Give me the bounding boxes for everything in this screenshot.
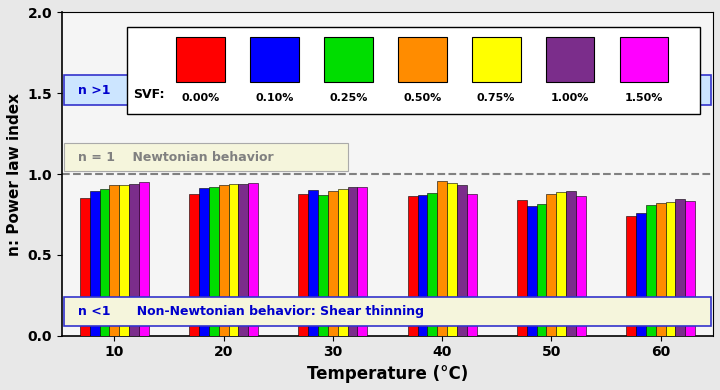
- Bar: [299, 194, 308, 336]
- Bar: [675, 199, 685, 336]
- Bar: [338, 190, 348, 336]
- X-axis label: Temperature (°C): Temperature (°C): [307, 365, 468, 383]
- Bar: [576, 196, 586, 336]
- Bar: [536, 204, 546, 336]
- Bar: [80, 198, 90, 336]
- Bar: [517, 200, 527, 336]
- Bar: [557, 192, 566, 336]
- Text: 0.10%: 0.10%: [255, 93, 294, 103]
- Bar: [248, 183, 258, 336]
- Bar: [428, 193, 437, 336]
- Bar: [139, 182, 149, 336]
- FancyBboxPatch shape: [127, 27, 700, 114]
- Bar: [129, 184, 139, 336]
- FancyBboxPatch shape: [324, 37, 373, 82]
- Bar: [219, 185, 228, 336]
- Text: 0.25%: 0.25%: [329, 93, 367, 103]
- Bar: [437, 181, 447, 336]
- Bar: [209, 187, 219, 336]
- Bar: [527, 206, 536, 336]
- Y-axis label: n: Power law index: n: Power law index: [7, 92, 22, 255]
- Bar: [308, 190, 318, 336]
- Bar: [189, 193, 199, 336]
- Bar: [418, 195, 428, 336]
- Text: n = 1    Newtonian behavior: n = 1 Newtonian behavior: [78, 151, 274, 164]
- Bar: [566, 191, 576, 336]
- FancyBboxPatch shape: [250, 37, 299, 82]
- FancyBboxPatch shape: [472, 37, 521, 82]
- FancyBboxPatch shape: [64, 144, 348, 171]
- Text: SVF:: SVF:: [134, 89, 165, 101]
- FancyBboxPatch shape: [397, 37, 446, 82]
- FancyBboxPatch shape: [620, 37, 668, 82]
- Bar: [99, 189, 109, 336]
- Text: 1.00%: 1.00%: [551, 93, 589, 103]
- Bar: [546, 193, 557, 336]
- Bar: [665, 202, 675, 336]
- Bar: [626, 216, 636, 336]
- Bar: [656, 203, 665, 336]
- Bar: [646, 205, 656, 336]
- FancyBboxPatch shape: [64, 76, 711, 105]
- Text: 1.50%: 1.50%: [625, 93, 663, 103]
- Bar: [228, 184, 238, 336]
- Bar: [238, 184, 248, 336]
- Bar: [318, 195, 328, 336]
- FancyBboxPatch shape: [176, 37, 225, 82]
- Bar: [636, 213, 646, 336]
- Text: n <1      Non-Newtonian behavior: Shear thinning: n <1 Non-Newtonian behavior: Shear thinn…: [78, 305, 424, 318]
- Bar: [109, 185, 120, 336]
- Bar: [408, 196, 418, 336]
- Text: 0.00%: 0.00%: [181, 93, 220, 103]
- Bar: [357, 187, 367, 336]
- Bar: [90, 191, 99, 336]
- FancyBboxPatch shape: [546, 37, 595, 82]
- Text: n >1      Non-Newtonian behavior: Shear thickening: n >1 Non-Newtonian behavior: Shear thick…: [78, 83, 439, 97]
- Text: 0.50%: 0.50%: [403, 93, 441, 103]
- Bar: [467, 194, 477, 336]
- Bar: [328, 191, 338, 336]
- Bar: [199, 188, 209, 336]
- FancyBboxPatch shape: [64, 297, 711, 326]
- Text: 0.75%: 0.75%: [477, 93, 516, 103]
- Bar: [447, 183, 457, 336]
- Bar: [348, 187, 357, 336]
- Bar: [685, 201, 695, 336]
- Bar: [457, 184, 467, 336]
- Bar: [120, 184, 129, 336]
